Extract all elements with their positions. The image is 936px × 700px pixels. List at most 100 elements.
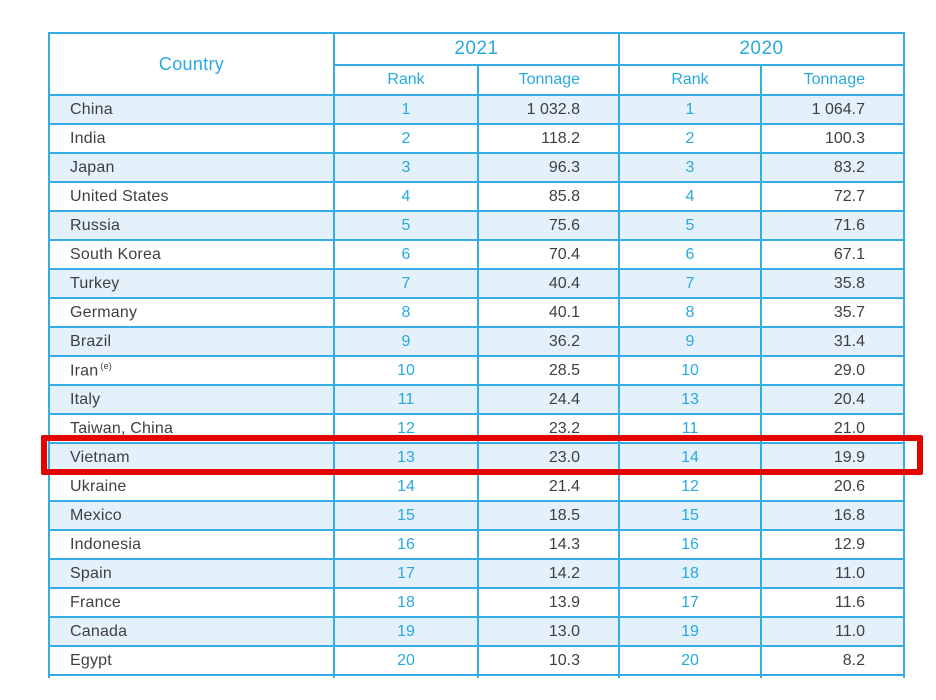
country-cell: Canada <box>48 616 335 647</box>
country-cell: India <box>48 123 335 154</box>
table-row: South Korea 6 70.4 6 67.1 <box>48 239 905 270</box>
rank-2021-cell: 11 <box>333 384 479 415</box>
tonnage-2021-cell: 36.2 <box>477 326 620 357</box>
rank-2020-cell: 18 <box>618 558 762 589</box>
tonnage-2021-cell: 14.3 <box>477 529 620 560</box>
tonnage-2021-cell: 96.3 <box>477 152 620 183</box>
column-header-tonnage-2021: Tonnage <box>477 64 620 96</box>
table-row: Iran (e) 10 28.5 10 29.0 <box>48 355 905 386</box>
rank-2020-cell: 17 <box>618 587 762 618</box>
tonnage-2021-cell: 21.4 <box>477 471 620 502</box>
table-row: Japan 3 96.3 3 83.2 <box>48 152 905 183</box>
tonnage-2021-cell: 10.3 <box>477 645 620 676</box>
rank-2020-cell: 19 <box>618 616 762 647</box>
tonnage-2020-cell: 67.1 <box>760 239 905 270</box>
rank-2021-cell: 19 <box>333 616 479 647</box>
rank-2020-cell: 2 <box>618 123 762 154</box>
country-cell: Egypt <box>48 645 335 676</box>
column-header-tonnage-2020: Tonnage <box>760 64 905 96</box>
tonnage-2021-cell: 24.4 <box>477 384 620 415</box>
rank-2021-cell: 2 <box>333 123 479 154</box>
table-row: Mexico 15 18.5 15 16.8 <box>48 500 905 531</box>
partial-cell <box>618 674 762 678</box>
table-row: Canada 19 13.0 19 11.0 <box>48 616 905 647</box>
tonnage-2020-cell: 72.7 <box>760 181 905 212</box>
rank-2020-cell: 8 <box>618 297 762 328</box>
table-header: Country 2021 2020 Rank Tonnage Rank Tonn… <box>48 32 905 96</box>
rank-2021-cell: 7 <box>333 268 479 299</box>
country-cell: France <box>48 587 335 618</box>
tonnage-2021-cell: 13.0 <box>477 616 620 647</box>
rank-2021-cell: 5 <box>333 210 479 241</box>
table-row: Germany 8 40.1 8 35.7 <box>48 297 905 328</box>
tonnage-2021-cell: 13.9 <box>477 587 620 618</box>
tonnage-2020-cell: 11.0 <box>760 616 905 647</box>
rank-2021-cell: 9 <box>333 326 479 357</box>
steel-production-table: Country 2021 2020 Rank Tonnage Rank Tonn… <box>48 32 905 678</box>
rank-2021-cell: 16 <box>333 529 479 560</box>
rank-2020-cell: 14 <box>618 442 762 473</box>
rank-2021-cell: 18 <box>333 587 479 618</box>
column-header-country: Country <box>48 32 335 96</box>
table-row: Ukraine 14 21.4 12 20.6 <box>48 471 905 502</box>
tonnage-2021-cell: 118.2 <box>477 123 620 154</box>
rank-2021-cell: 17 <box>333 558 479 589</box>
tonnage-2020-cell: 71.6 <box>760 210 905 241</box>
tonnage-2020-cell: 31.4 <box>760 326 905 357</box>
column-group-2020: 2020 <box>618 32 905 66</box>
tonnage-2021-cell: 40.4 <box>477 268 620 299</box>
partial-cell <box>760 674 905 678</box>
rank-2021-cell: 12 <box>333 413 479 444</box>
tonnage-2020-cell: 8.2 <box>760 645 905 676</box>
tonnage-2021-cell: 18.5 <box>477 500 620 531</box>
table-row: India 2 118.2 2 100.3 <box>48 123 905 154</box>
table-row: Spain 17 14.2 18 11.0 <box>48 558 905 589</box>
tonnage-2020-cell: 29.0 <box>760 355 905 386</box>
rank-2020-cell: 3 <box>618 152 762 183</box>
rank-2020-cell: 13 <box>618 384 762 415</box>
rank-2021-cell: 3 <box>333 152 479 183</box>
rank-2020-cell: 12 <box>618 471 762 502</box>
rank-2020-cell: 16 <box>618 529 762 560</box>
steel-production-table-wrap: Country 2021 2020 Rank Tonnage Rank Tonn… <box>48 32 910 678</box>
country-cell: Italy <box>48 384 335 415</box>
country-cell: Vietnam <box>48 442 335 473</box>
rank-2020-cell: 15 <box>618 500 762 531</box>
tonnage-2021-cell: 70.4 <box>477 239 620 270</box>
table-row: United States 4 85.8 4 72.7 <box>48 181 905 212</box>
country-cell: Turkey <box>48 268 335 299</box>
country-cell: United States <box>48 181 335 212</box>
rank-2020-cell: 6 <box>618 239 762 270</box>
tonnage-2020-cell: 19.9 <box>760 442 905 473</box>
partial-row <box>48 674 905 678</box>
country-cell: Ukraine <box>48 471 335 502</box>
table-row: Russia 5 75.6 5 71.6 <box>48 210 905 241</box>
rank-2020-cell: 4 <box>618 181 762 212</box>
table-row: China 1 1 032.8 1 1 064.7 <box>48 94 905 125</box>
country-cell: Iran (e) <box>48 355 335 386</box>
country-cell: Taiwan, China <box>48 413 335 444</box>
country-cell: Japan <box>48 152 335 183</box>
rank-2021-cell: 14 <box>333 471 479 502</box>
rank-2020-cell: 10 <box>618 355 762 386</box>
rank-2021-cell: 13 <box>333 442 479 473</box>
country-cell: Brazil <box>48 326 335 357</box>
partial-cell <box>48 674 335 678</box>
table-row: Indonesia 16 14.3 16 12.9 <box>48 529 905 560</box>
rank-2020-cell: 1 <box>618 94 762 125</box>
table-body: China 1 1 032.8 1 1 064.7 India 2 118.2 … <box>48 94 905 676</box>
tonnage-2020-cell: 20.4 <box>760 384 905 415</box>
table-row: Vietnam 13 23.0 14 19.9 <box>48 442 905 473</box>
rank-2021-cell: 6 <box>333 239 479 270</box>
table-row: France 18 13.9 17 11.6 <box>48 587 905 618</box>
country-cell: South Korea <box>48 239 335 270</box>
country-cell: Mexico <box>48 500 335 531</box>
column-group-2021: 2021 <box>333 32 620 66</box>
table-row: Brazil 9 36.2 9 31.4 <box>48 326 905 357</box>
country-cell: Germany <box>48 297 335 328</box>
rank-2020-cell: 5 <box>618 210 762 241</box>
tonnage-2021-cell: 75.6 <box>477 210 620 241</box>
tonnage-2021-cell: 40.1 <box>477 297 620 328</box>
table-row: Egypt 20 10.3 20 8.2 <box>48 645 905 676</box>
